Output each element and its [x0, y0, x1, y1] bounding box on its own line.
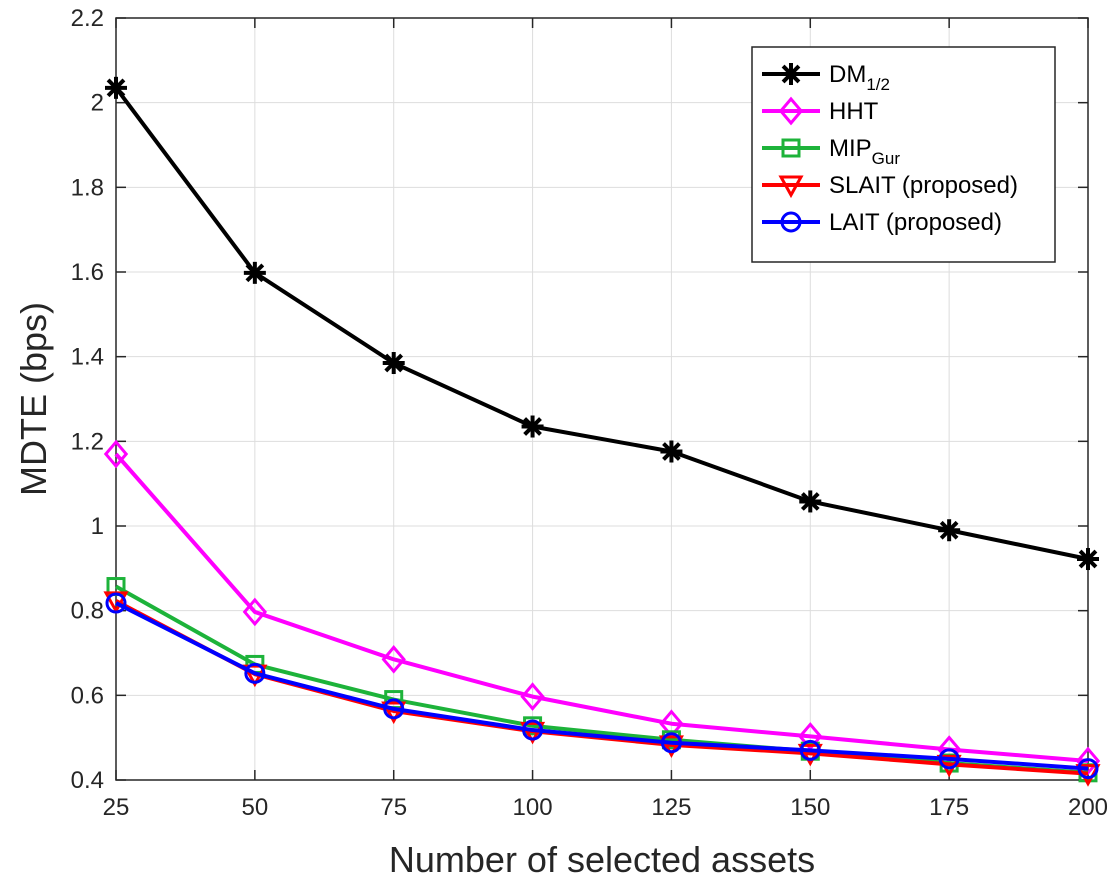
y-tick-label: 1.2	[71, 428, 104, 455]
data-point	[799, 490, 822, 513]
data-point	[244, 662, 266, 684]
legend-label: LAIT (proposed)	[829, 209, 1002, 236]
x-tick-label: 25	[103, 794, 130, 821]
legend: DM1/2 HHT MIPGur SLAIT (proposed) LAIT (prop…	[751, 46, 1056, 263]
legend-label: SLAIT (proposed)	[829, 172, 1018, 199]
data-point	[242, 597, 268, 627]
legend-marker	[781, 138, 801, 158]
data-point	[383, 698, 405, 720]
legend-item: LAIT (proposed)	[762, 209, 1002, 236]
legend-marker	[778, 175, 804, 199]
series-line	[115, 601, 1089, 771]
y-tick-label: 1.8	[71, 174, 104, 201]
series-layer	[103, 76, 1101, 787]
y-tick-label: 1	[91, 513, 104, 540]
y-tick-label: 1.4	[71, 344, 104, 371]
x-axis-label: Number of selected assets	[389, 839, 815, 880]
data-point	[1077, 548, 1099, 571]
legend-label-name: DM	[829, 61, 866, 88]
legend-label-name: LAIT (proposed)	[829, 209, 1002, 236]
x-tick-label: 125	[651, 794, 691, 821]
data-point	[660, 440, 683, 463]
legend-label-name: MIP	[829, 135, 872, 162]
legend-label-name: SLAIT (proposed)	[829, 172, 1018, 199]
y-tick-label: 2	[91, 90, 104, 117]
data-point	[520, 682, 545, 711]
legend-label: MIPGur	[829, 135, 900, 168]
data-point	[103, 439, 129, 469]
y-tick-label: 0.8	[71, 598, 104, 625]
data-point	[938, 519, 961, 542]
plot-area	[115, 17, 1089, 781]
x-tick-label: 150	[790, 794, 830, 821]
data-point	[381, 645, 406, 674]
data-point	[522, 719, 544, 741]
data-point	[381, 701, 407, 725]
x-tick-label: 175	[929, 794, 969, 821]
data-point	[382, 352, 405, 375]
data-point	[799, 739, 821, 761]
series-4	[105, 592, 1099, 780]
axis-ticks: 25 50 75 100 125 150 175 200 0.4 0.6 0.8 1 1.2 1.4 1.6…	[71, 5, 1108, 821]
legend-item: MIPGur	[762, 135, 900, 168]
x-tick-label: 75	[380, 794, 407, 821]
legend-item: SLAIT (proposed)	[762, 172, 1018, 199]
legend-marker	[780, 211, 802, 233]
data-point	[938, 748, 960, 770]
legend-label-name: HHT	[829, 98, 879, 125]
data-point	[660, 732, 682, 754]
legend-item: HHT	[762, 96, 879, 126]
series-line	[114, 86, 1089, 561]
y-tick-label: 0.4	[71, 767, 104, 794]
y-axis-label: MDTE (bps)	[13, 302, 54, 496]
legend-marker	[778, 96, 804, 126]
x-tick-label: 200	[1068, 794, 1108, 821]
legend-label-subscript: Gur	[872, 149, 901, 168]
y-tick-label: 1.6	[71, 259, 104, 286]
series-0	[105, 76, 1099, 571]
legend-label: HHT	[829, 98, 879, 125]
data-point	[521, 415, 544, 438]
x-tick-label: 100	[513, 794, 553, 821]
legend-box	[751, 46, 1056, 263]
legend-label: DM1/2	[829, 61, 890, 94]
x-tick-label: 50	[242, 794, 269, 821]
data-point	[658, 735, 684, 758]
y-tick-label: 2.2	[71, 5, 104, 32]
data-point	[1077, 758, 1099, 780]
legend-label-subscript: 1/2	[866, 75, 890, 94]
data-point	[797, 743, 823, 767]
legend-item: DM1/2	[762, 61, 890, 94]
legend-marker	[780, 63, 802, 85]
data-point	[105, 76, 127, 99]
data-point	[105, 592, 127, 614]
series-line	[114, 452, 1089, 763]
data-point	[243, 261, 266, 284]
y-tick-label: 0.6	[71, 682, 104, 709]
